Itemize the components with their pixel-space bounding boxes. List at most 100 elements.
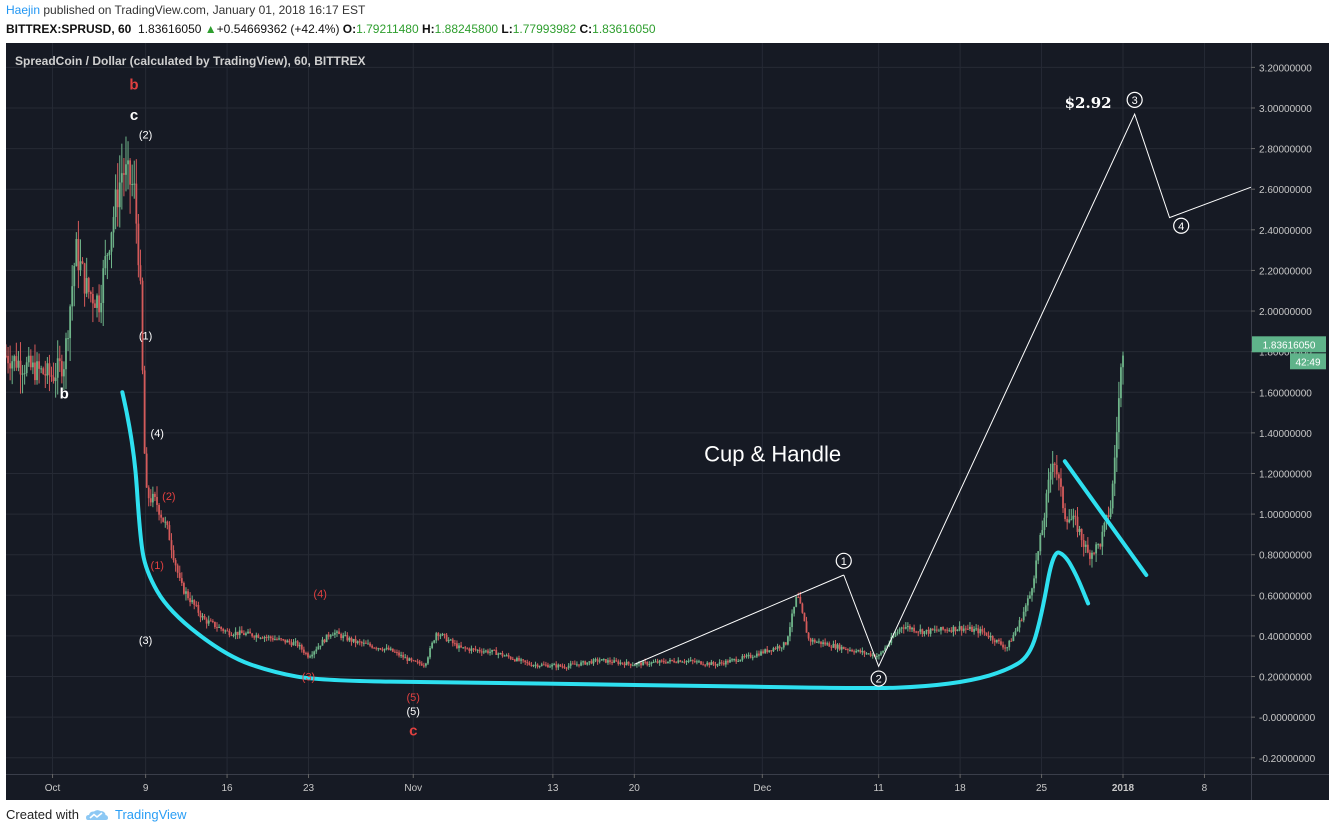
candle-body [348,637,351,641]
candle-body [182,583,185,594]
y-tick-label: 1.80000000 [1259,348,1312,359]
candle-body [1107,515,1110,517]
wave-count-circle [1126,91,1143,108]
candle-body [567,665,570,668]
candle-body [1055,465,1058,475]
candle-body [453,643,456,645]
wave-label: $2.92 [1065,94,1112,112]
candle-body [100,303,103,313]
candle-body [141,280,144,371]
candle-body [516,658,518,662]
candle-body [718,662,721,664]
candle-body [271,638,274,640]
candle-body [871,654,874,656]
chart-panel[interactable]: b c (2) b (1) (4) (2) (1) (3) (4) (3) (5) (5) c Cup & … [5,43,1329,800]
candle-body [904,627,907,629]
candle-body [1091,552,1093,559]
candle-body [218,626,220,628]
candle-body [894,633,897,637]
wave-label: (3) [302,672,315,684]
candle-body [818,641,820,643]
candle-body [830,646,833,648]
wave-count-circle [870,670,887,687]
y-tick-label: 3.00000000 [1259,104,1312,115]
candle-body [1072,515,1075,520]
candle-body [27,355,30,363]
candle-body [540,664,543,666]
x-tick-label: 11 [873,783,884,794]
candle-body [518,658,520,661]
candle-body [116,189,119,208]
wave-count-label: 1 [841,556,847,568]
candle-body [526,662,529,664]
candle-body [406,657,409,661]
candle-body [42,368,45,374]
candle-body [654,661,657,663]
candle-body [89,292,92,295]
candle-body [954,626,957,632]
candle-body [1031,588,1033,596]
candle-body [844,649,847,651]
x-tick-label: 8 [1202,783,1208,794]
candle-body [741,656,744,660]
candle-body [174,560,177,566]
candle-body [315,649,318,652]
candle-body [145,453,148,488]
candle-body [437,633,440,637]
candle-body [900,627,903,629]
candle-body [561,666,564,668]
high-label: H: [421,22,435,36]
wave-count-circle [1173,217,1190,234]
candle-body [681,661,684,663]
candle-body [607,660,609,663]
candle-body [646,661,649,665]
candle-body [493,649,496,651]
candle-body [997,639,1000,642]
open-label: O: [342,22,357,36]
candle-body [120,173,123,183]
candle-body [809,638,812,642]
candle-body [958,626,961,630]
candle-body [735,659,738,662]
candle-body [356,641,359,644]
candle-body [662,660,665,663]
candle-body [11,361,14,369]
candle-body [559,664,562,667]
y-axis-panel [1251,43,1329,800]
candle-body [776,646,779,649]
candle-body [702,664,704,666]
candle-body [1041,529,1044,536]
tradingview-link[interactable]: TradingView [114,807,187,822]
candle-body [892,636,895,638]
candle-body [1035,560,1038,579]
candle-body [685,660,688,662]
candle-body [214,621,216,628]
candle-body [762,651,764,653]
candle-body [247,631,249,634]
candle-body [658,660,661,663]
candle-body [358,641,361,643]
candle-body [207,620,210,624]
candle-body [104,256,107,269]
candle-body [340,634,343,639]
candle-body [623,663,626,666]
candle-body [973,629,975,632]
candle-body [1033,578,1035,589]
author-link[interactable]: Haejin [6,3,41,17]
candle-body [389,648,392,650]
candle-body [1053,463,1056,466]
candle-body [613,660,616,663]
candle-body [398,652,400,656]
candle-body [791,613,793,628]
candle-body [1115,432,1118,458]
candle-body [474,648,477,650]
candle-body [695,661,698,663]
candle-body [884,647,887,651]
wave-label: (4) [151,428,164,440]
published-text: published on TradingView.com, January 01… [43,3,366,17]
candle-body [927,629,930,634]
x-tick-label: 23 [303,783,315,794]
candle-body [75,239,78,266]
candle-body [799,597,802,604]
